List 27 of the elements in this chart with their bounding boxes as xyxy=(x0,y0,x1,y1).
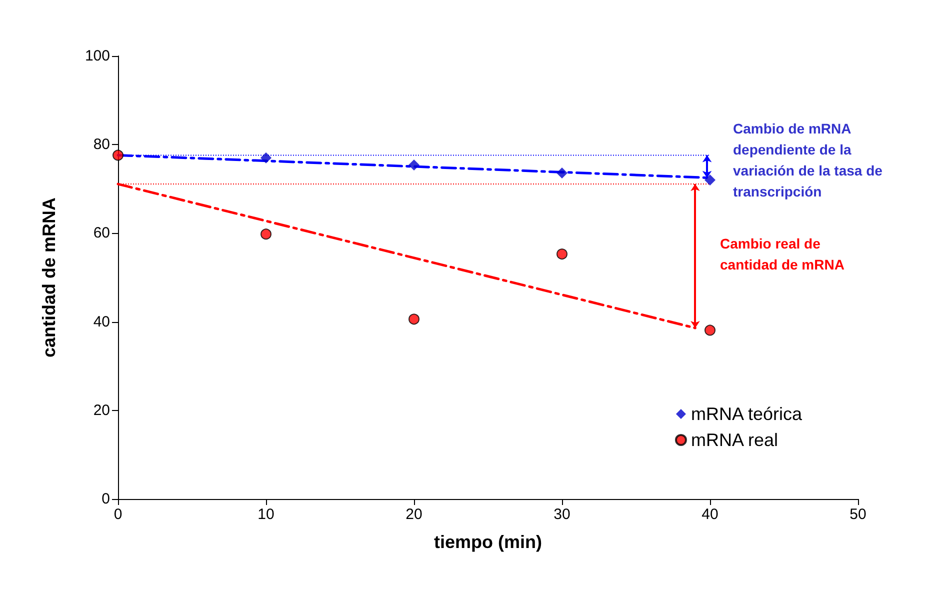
y-axis-title: cantidad de mRNA xyxy=(39,197,59,358)
x-tick-label: 10 xyxy=(258,506,274,523)
x-tick-label: 40 xyxy=(702,506,718,523)
x-axis-title: tiempo (min) xyxy=(434,532,542,552)
legend-label: mRNA real xyxy=(690,430,778,450)
annotation: Cambio de mRNA dependiente de la variación de la tasa de transcripción xyxy=(733,120,883,200)
y-tick-label: 20 xyxy=(93,402,110,419)
point xyxy=(704,324,716,336)
point xyxy=(556,248,568,260)
y-tick-label: 40 xyxy=(93,313,110,330)
point xyxy=(260,152,272,164)
y-tick-label: 80 xyxy=(93,136,110,154)
point xyxy=(112,150,124,161)
x-tick-label: 20 xyxy=(406,506,422,523)
point xyxy=(408,314,420,325)
point xyxy=(260,228,272,240)
legend-label: mRNA teórica xyxy=(690,404,803,424)
point xyxy=(556,167,568,178)
x-tick-label: 0 xyxy=(114,506,122,523)
x-tick-label: 50 xyxy=(850,506,866,523)
y-tick-label: 60 xyxy=(93,224,110,242)
y-tick-label: 0 xyxy=(102,490,110,508)
annotation: Cambio real de cantidad de mRNA xyxy=(720,236,844,272)
point xyxy=(408,159,420,170)
point xyxy=(704,174,716,186)
x-tick-label: 30 xyxy=(554,506,570,523)
y-tick-label: 100 xyxy=(84,48,110,64)
